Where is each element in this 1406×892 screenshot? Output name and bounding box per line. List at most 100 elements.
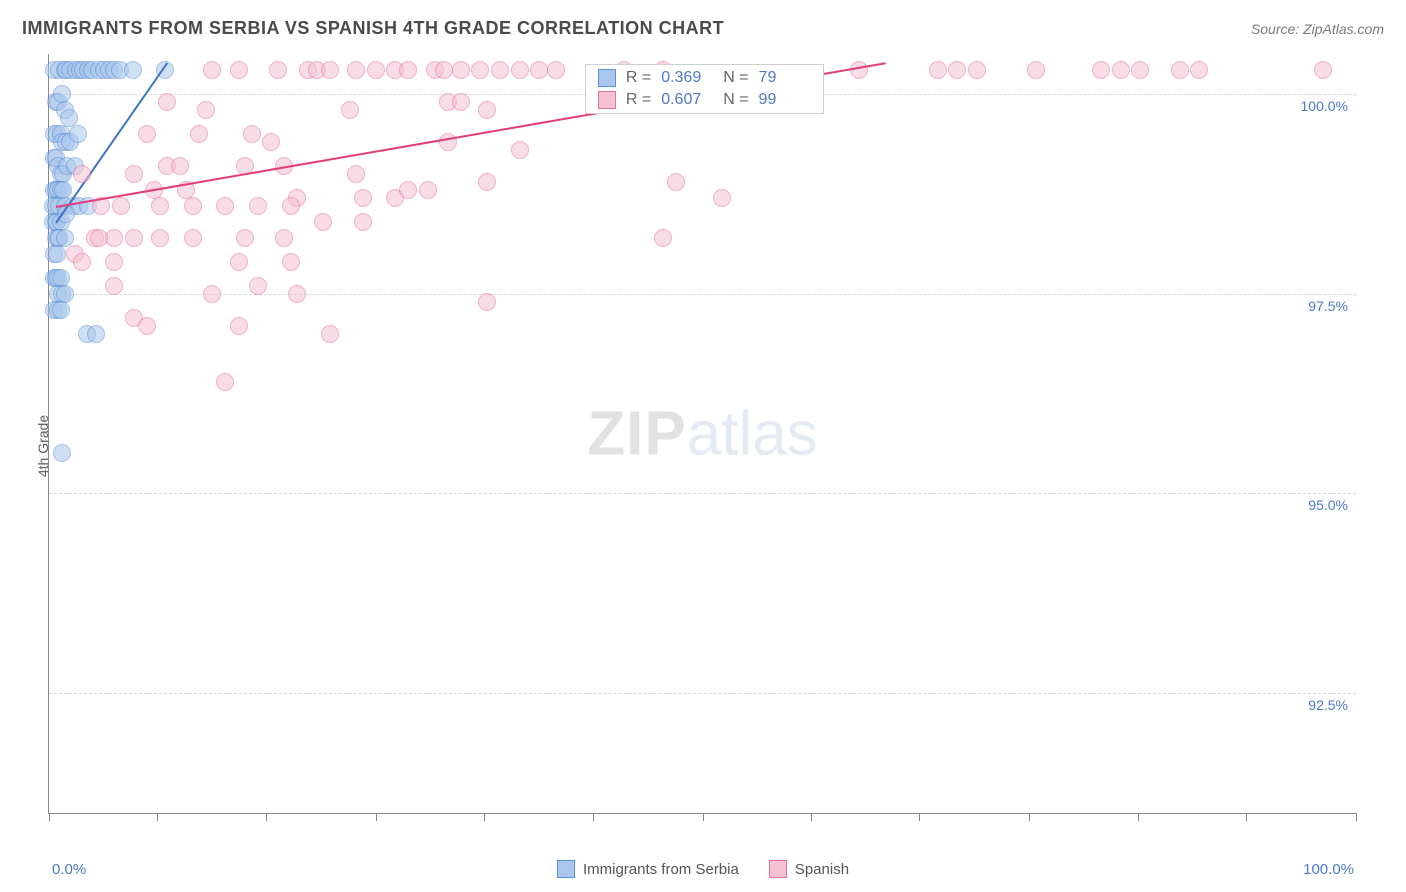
data-point-spanish [1190, 61, 1208, 79]
x-tick [157, 813, 158, 821]
y-tick-label: 100.0% [1301, 98, 1348, 114]
data-point-spanish [230, 317, 248, 335]
data-point-spanish [138, 125, 156, 143]
stats-n-label: N = [723, 91, 748, 109]
data-point-spanish [73, 165, 91, 183]
data-point-spanish [249, 277, 267, 295]
stats-row-spanish: R =0.607N =99 [586, 89, 823, 111]
data-point-spanish [249, 197, 267, 215]
watermark-text-b: atlas [687, 399, 818, 468]
data-point-spanish [171, 157, 189, 175]
y-tick-label: 97.5% [1308, 298, 1348, 314]
data-point-spanish [262, 133, 280, 151]
data-point-spanish [125, 165, 143, 183]
scatter-plot-area: ZIPatlas 100.0%97.5%95.0%92.5%R =0.369N … [48, 54, 1356, 814]
data-point-spanish [138, 317, 156, 335]
data-point-spanish [439, 133, 457, 151]
data-point-spanish [478, 101, 496, 119]
x-axis-footer: 0.0% Immigrants from Serbia Spanish 100.… [48, 860, 1358, 878]
data-point-spanish [1131, 61, 1149, 79]
gridline-h [49, 693, 1356, 694]
data-point-spanish [511, 61, 529, 79]
data-point-spanish [190, 125, 208, 143]
data-point-spanish [282, 253, 300, 271]
legend-label-serbia: Immigrants from Serbia [583, 861, 739, 878]
data-point-spanish [478, 173, 496, 191]
data-point-spanish [399, 61, 417, 79]
data-point-spanish [452, 93, 470, 111]
data-point-spanish [347, 165, 365, 183]
data-point-spanish [341, 101, 359, 119]
x-axis-min-label: 0.0% [52, 861, 86, 878]
data-point-spanish [197, 101, 215, 119]
data-point-serbia [48, 245, 66, 263]
x-tick [266, 813, 267, 821]
data-point-spanish [713, 189, 731, 207]
x-tick [1138, 813, 1139, 821]
legend-item-spanish: Spanish [769, 860, 849, 878]
source-attribution: Source: ZipAtlas.com [1251, 21, 1384, 37]
stats-r-label: R = [626, 91, 651, 109]
data-point-spanish [452, 61, 470, 79]
data-point-spanish [491, 61, 509, 79]
legend-swatch-serbia [557, 860, 575, 878]
data-point-spanish [654, 229, 672, 247]
data-point-spanish [203, 285, 221, 303]
data-point-serbia [69, 125, 87, 143]
stats-row-serbia: R = 0.369 N = 79 [586, 67, 823, 89]
y-tick-label: 92.5% [1308, 697, 1348, 713]
data-point-spanish [275, 229, 293, 247]
data-point-spanish [288, 285, 306, 303]
data-point-spanish [419, 181, 437, 199]
x-tick [376, 813, 377, 821]
data-point-spanish [203, 61, 221, 79]
data-point-spanish [1314, 61, 1332, 79]
data-point-spanish [105, 253, 123, 271]
source-value: ZipAtlas.com [1303, 21, 1384, 37]
stats-swatch-serbia [598, 69, 616, 87]
data-point-spanish [282, 197, 300, 215]
source-label: Source: [1251, 21, 1303, 37]
x-tick [49, 813, 50, 821]
stats-n-label: N = [723, 69, 748, 87]
data-point-spanish [216, 197, 234, 215]
data-point-spanish [151, 229, 169, 247]
stats-r-value-spanish: 0.607 [661, 91, 713, 109]
data-point-spanish [1112, 61, 1130, 79]
data-point-spanish [968, 61, 986, 79]
chart-title: IMMIGRANTS FROM SERBIA VS SPANISH 4TH GR… [22, 18, 724, 39]
x-tick [703, 813, 704, 821]
gridline-h [49, 294, 1356, 295]
stats-n-value-serbia: 79 [759, 69, 811, 87]
data-point-spanish [929, 61, 947, 79]
data-point-spanish [314, 213, 332, 231]
data-point-spanish [158, 93, 176, 111]
data-point-spanish [347, 61, 365, 79]
data-point-spanish [354, 189, 372, 207]
data-point-spanish [90, 229, 108, 247]
data-point-spanish [269, 61, 287, 79]
data-point-spanish [321, 325, 339, 343]
legend-swatch-spanish [769, 860, 787, 878]
data-point-spanish [243, 125, 261, 143]
y-tick-label: 95.0% [1308, 497, 1348, 513]
x-tick [593, 813, 594, 821]
data-point-serbia [87, 325, 105, 343]
data-point-spanish [184, 229, 202, 247]
data-point-serbia [124, 61, 142, 79]
data-point-spanish [850, 61, 868, 79]
data-point-spanish [547, 61, 565, 79]
data-point-spanish [399, 181, 417, 199]
data-point-spanish [1092, 61, 1110, 79]
data-point-spanish [435, 61, 453, 79]
stats-r-value-serbia: 0.369 [661, 69, 713, 87]
x-tick [484, 813, 485, 821]
stats-r-label: R = [626, 69, 651, 87]
data-point-spanish [1171, 61, 1189, 79]
data-point-spanish [230, 61, 248, 79]
legend-item-serbia: Immigrants from Serbia [557, 860, 739, 878]
data-point-spanish [478, 293, 496, 311]
data-point-spanish [530, 61, 548, 79]
data-point-serbia [52, 301, 70, 319]
data-point-spanish [321, 61, 339, 79]
